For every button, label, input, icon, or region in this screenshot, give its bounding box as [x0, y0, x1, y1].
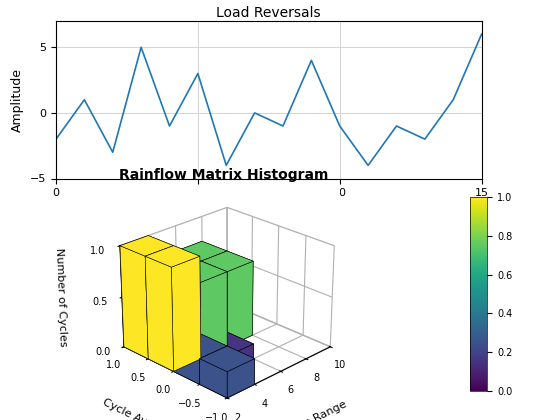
Y-axis label: Amplitude: Amplitude — [11, 68, 24, 132]
Title: Load Reversals: Load Reversals — [217, 6, 321, 20]
X-axis label: Cycle Range: Cycle Range — [282, 399, 348, 420]
Title: Rainflow Matrix Histogram: Rainflow Matrix Histogram — [119, 168, 329, 182]
Y-axis label: Cycle Average: Cycle Average — [101, 397, 177, 420]
X-axis label: Time (secs): Time (secs) — [232, 204, 305, 217]
